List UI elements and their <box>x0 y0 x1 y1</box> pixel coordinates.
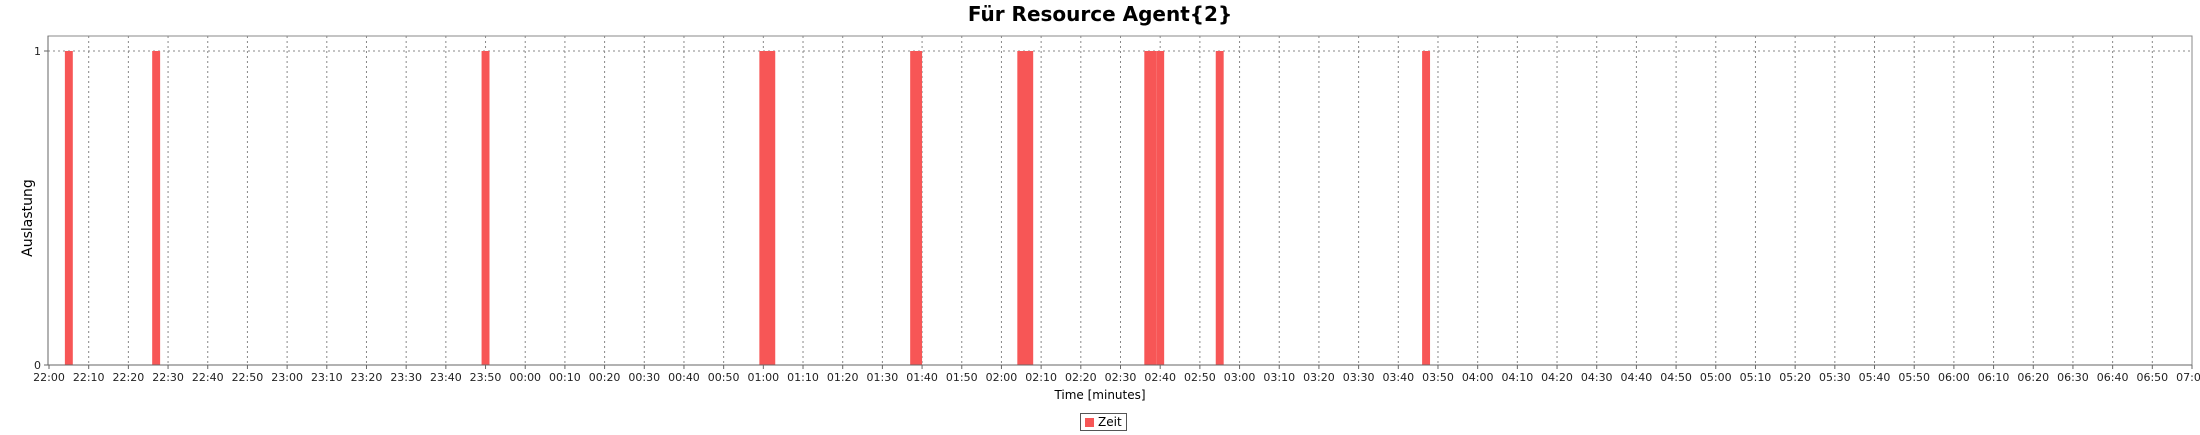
y-tick-label: 1 <box>34 45 41 58</box>
x-tick-label: 01:00 <box>747 371 779 384</box>
x-tick-label: 00:00 <box>509 371 541 384</box>
x-axis-label: Time [minutes] <box>1054 388 1146 402</box>
x-tick-label: 22:30 <box>152 371 184 384</box>
x-tick-label: 22:50 <box>232 371 264 384</box>
plot-area <box>47 35 2193 366</box>
legend-swatch <box>1085 417 1094 427</box>
x-tick-label: 23:00 <box>271 371 303 384</box>
x-tick-label: 05:50 <box>1898 371 1930 384</box>
x-tick-label: 05:10 <box>1740 371 1772 384</box>
x-tick-label: 01:10 <box>787 371 819 384</box>
x-tick-label: 02:40 <box>1144 371 1176 384</box>
x-tick-label: 00:10 <box>549 371 581 384</box>
x-tick-label: 00:20 <box>589 371 621 384</box>
x-tick-label: 04:00 <box>1462 371 1494 384</box>
x-tick-label: 02:10 <box>1025 371 1057 384</box>
x-tick-label: 02:20 <box>1065 371 1097 384</box>
x-tick-label: 00:50 <box>708 371 740 384</box>
bar <box>64 51 73 365</box>
legend-label: Zeit <box>1098 415 1122 429</box>
x-tick-label: 04:10 <box>1502 371 1534 384</box>
x-tick-label: 02:00 <box>986 371 1018 384</box>
x-tick-label: 05:00 <box>1700 371 1732 384</box>
x-tick-label: 06:40 <box>2097 371 2129 384</box>
bar <box>759 51 776 365</box>
bar <box>910 51 923 365</box>
x-tick-label: 01:20 <box>827 371 859 384</box>
bar <box>1156 51 1165 365</box>
x-tick-label: 03:50 <box>1422 371 1454 384</box>
x-tick-label: 22:40 <box>192 371 224 384</box>
x-tick-label: 06:20 <box>2017 371 2049 384</box>
x-tick-label: 02:30 <box>1105 371 1137 384</box>
x-tick-label: 03:40 <box>1382 371 1414 384</box>
x-tick-label: 22:10 <box>73 371 105 384</box>
x-tick-label: 23:30 <box>390 371 422 384</box>
x-tick-label: 03:30 <box>1343 371 1375 384</box>
x-tick-label: 23:40 <box>430 371 462 384</box>
x-tick-label: 22:00 <box>33 371 65 384</box>
y-tick-label: 0 <box>34 359 41 372</box>
x-tick-label: 05:40 <box>1859 371 1891 384</box>
x-tick-label: 23:20 <box>351 371 383 384</box>
x-tick-label: 03:10 <box>1263 371 1295 384</box>
x-tick-label: 22:20 <box>113 371 145 384</box>
x-tick-label: 00:40 <box>668 371 700 384</box>
chart-title: Für Resource Agent{2} <box>967 2 1233 26</box>
x-tick-label: 02:50 <box>1184 371 1216 384</box>
x-tick-label: 01:50 <box>946 371 978 384</box>
bar <box>1144 51 1157 365</box>
x-tick-label: 05:20 <box>1779 371 1811 384</box>
x-tick-label: 04:30 <box>1581 371 1613 384</box>
x-tick-label: 04:20 <box>1541 371 1573 384</box>
x-tick-label: 05:30 <box>1819 371 1851 384</box>
x-tick-label: 03:00 <box>1224 371 1256 384</box>
x-tick-label: 01:40 <box>906 371 938 384</box>
x-tick-label: 06:50 <box>2136 371 2168 384</box>
bar <box>1215 51 1224 365</box>
x-tick-label: 06:10 <box>1978 371 2010 384</box>
x-tick-label: 06:00 <box>1938 371 1970 384</box>
x-tick-label: 03:20 <box>1303 371 1335 384</box>
x-tick-label: 23:10 <box>311 371 343 384</box>
x-tick-label: 00:30 <box>628 371 660 384</box>
x-tick-label: 06:30 <box>2057 371 2089 384</box>
x-tick-label: 23:50 <box>470 371 502 384</box>
bar <box>152 51 161 365</box>
x-tick-label: 04:40 <box>1621 371 1653 384</box>
legend: Zeit <box>1080 413 1127 431</box>
x-tick-label: 04:50 <box>1660 371 1692 384</box>
x-tick-label: 01:30 <box>867 371 899 384</box>
bar <box>481 51 490 365</box>
bar <box>1017 51 1034 365</box>
x-tick-label: 07:00 <box>2176 371 2200 384</box>
bar <box>1422 51 1431 365</box>
